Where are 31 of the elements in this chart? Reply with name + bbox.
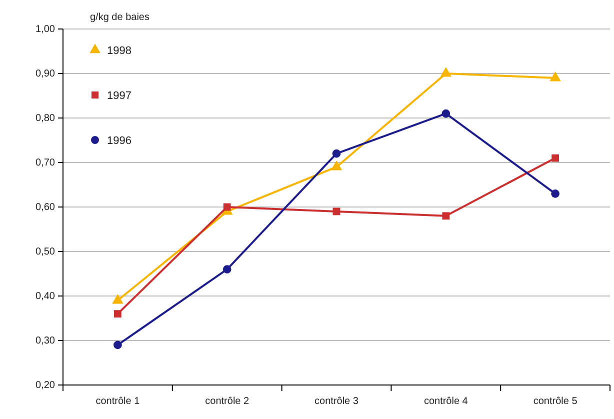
- x-tick-label: contrôle 2: [205, 396, 250, 408]
- x-tick-label: contrôle 3: [314, 396, 359, 408]
- y-tick-label: 0,20: [36, 380, 56, 392]
- point: [222, 265, 232, 274]
- legend-label: 1997: [107, 90, 132, 102]
- y-tick-label: 0,50: [36, 246, 56, 258]
- legend-label: 1996: [107, 135, 132, 147]
- y-tick-label: 0,30: [36, 336, 56, 347]
- y-tick-label: 0,40: [36, 291, 56, 302]
- point: [114, 310, 122, 318]
- point: [550, 71, 561, 82]
- point: [114, 340, 122, 350]
- y-tick-label: 1,00: [36, 24, 56, 36]
- point: [442, 212, 450, 220]
- point: [551, 189, 560, 198]
- point: [332, 149, 341, 158]
- point: [332, 208, 340, 216]
- y-axis-title: g/kg de baies: [90, 12, 150, 23]
- point: [440, 66, 452, 77]
- point: [330, 160, 342, 170]
- y-tick-label: 0,70: [36, 158, 56, 169]
- y-tick-label: 0,60: [36, 202, 56, 214]
- x-tick-label: contrôle 5: [533, 396, 578, 408]
- y-tick-label: 0,80: [36, 113, 56, 124]
- point: [552, 154, 560, 162]
- y-tick-label: 0,90: [36, 68, 56, 80]
- point: [223, 203, 231, 211]
- x-tick-label: contrôle 4: [424, 396, 468, 408]
- x-tick-label: contrôle 1: [96, 396, 140, 408]
- point: [442, 109, 450, 118]
- legend-label: 1998: [107, 45, 132, 57]
